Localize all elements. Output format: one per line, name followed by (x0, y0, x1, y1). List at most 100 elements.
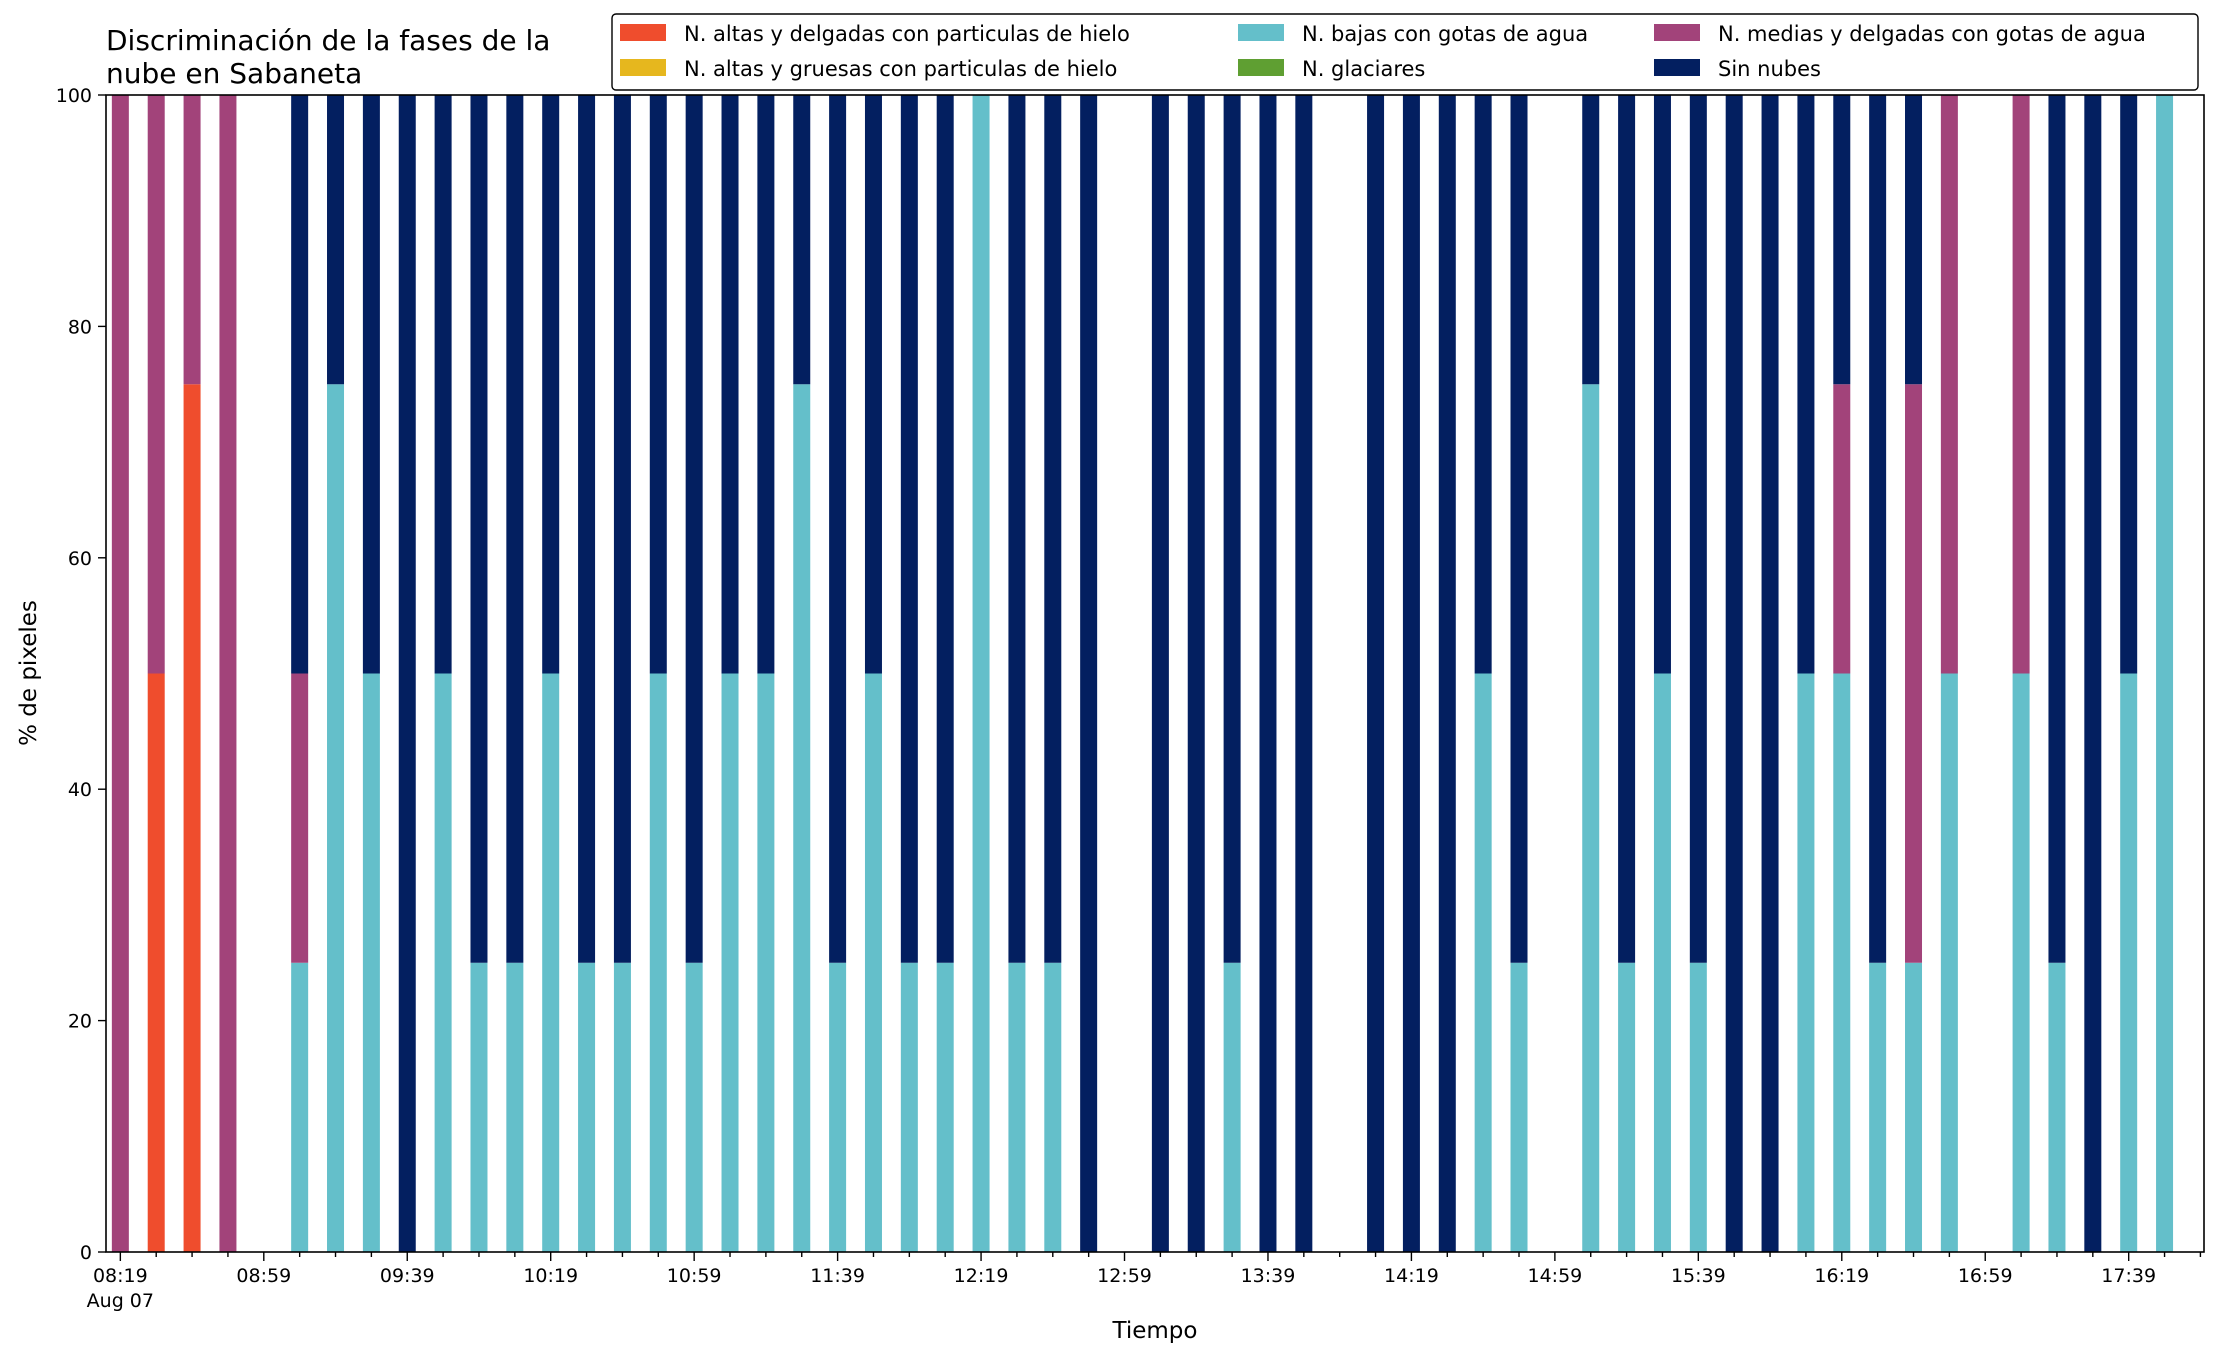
legend-label: N. altas y gruesas con particulas de hie… (684, 57, 1117, 81)
bar-segment (147, 95, 165, 674)
x-tick-label: 11:39 (810, 1265, 865, 1287)
y-axis-label: % de pixeles (16, 600, 42, 746)
bar-segment (183, 95, 201, 385)
x-tick-label: 15:39 (1671, 1265, 1726, 1287)
bar-segment (721, 95, 739, 674)
bar-segment (506, 962, 524, 1252)
bar-segment (1223, 962, 1241, 1252)
bar-segment (613, 962, 631, 1252)
x-tick-label: 08:59 (236, 1265, 291, 1287)
chart-title-line-2: nube en Sabaneta (106, 57, 362, 90)
bar-segment (864, 95, 882, 674)
bar-segment (327, 95, 345, 385)
bar-segment (362, 95, 380, 674)
bar-segment (1582, 384, 1600, 1252)
x-tick-label: 16:19 (1814, 1265, 1869, 1287)
legend-swatch (620, 24, 666, 41)
bar-segment (2156, 95, 2174, 1252)
x-tick-label: 12:59 (1097, 1265, 1152, 1287)
legend-swatch (1238, 24, 1284, 41)
bar-segment (2084, 95, 2102, 1252)
bar-segment (1905, 962, 1923, 1252)
bar-segment (1008, 962, 1026, 1252)
bar-segment (1797, 95, 1815, 674)
bar-segment (147, 673, 165, 1252)
y-tick-label: 80 (68, 316, 92, 338)
bar-segment (613, 95, 631, 963)
bar-segment (434, 673, 452, 1252)
bar-segment (1080, 95, 1098, 1252)
bar-segment (1689, 95, 1707, 963)
bar-segment (1618, 962, 1636, 1252)
bar-segment (1653, 673, 1671, 1252)
bar-segment (900, 962, 918, 1252)
bar-segment (2120, 673, 2138, 1252)
legend-frame (611, 13, 2199, 91)
bar-segment (434, 95, 452, 674)
bar-segment (1618, 95, 1636, 963)
bar-segment (1438, 95, 1456, 1252)
bars-layer (111, 95, 2174, 1252)
legend-label: N. glaciares (1302, 57, 1425, 81)
chart-title-line-1: Discriminación de la fases de la (106, 24, 550, 57)
bar-segment (2120, 95, 2138, 674)
bar-segment (1582, 95, 1600, 385)
bar-segment (1259, 95, 1277, 1252)
legend-label: N. bajas con gotas de agua (1302, 22, 1588, 46)
bar-segment (1044, 962, 1062, 1252)
x-tick-label: 12:19 (954, 1265, 1009, 1287)
bar-segment (1044, 95, 1062, 963)
bar-segment (578, 95, 596, 963)
x-tick-label: 14:59 (1527, 1265, 1582, 1287)
bar-segment (1833, 384, 1851, 674)
x-axis: 08:19 08:59 09:39 10:19 10:59 11:39 12:19 12:59… (87, 1252, 2202, 1312)
y-tick-label: 0 (80, 1242, 92, 1264)
bar-segment (757, 673, 775, 1252)
bar-segment (721, 673, 739, 1252)
bar-segment (1008, 95, 1026, 963)
bar-segment (2048, 962, 2066, 1252)
legend-label: N. altas y delgadas con particulas de hi… (684, 22, 1130, 46)
bar-segment (1761, 95, 1779, 1252)
bar-segment (649, 95, 667, 674)
bar-segment (2012, 95, 2030, 674)
bar-segment (1940, 95, 1958, 674)
bar-segment (757, 95, 775, 674)
legend-swatch (1654, 24, 1700, 41)
x-axis-label: Tiempo (1112, 1318, 1198, 1344)
bar-segment (1905, 384, 1923, 963)
x-tick-label: 13:39 (1241, 1265, 1296, 1287)
bar-segment (1474, 95, 1492, 674)
bar-segment (1689, 962, 1707, 1252)
x-tick-label: 14:19 (1384, 1265, 1439, 1287)
bar-segment (1223, 95, 1241, 963)
bar-segment (111, 95, 129, 1252)
bar-segment (829, 95, 847, 963)
legend-swatch (620, 59, 666, 76)
legend-swatch (1654, 59, 1700, 76)
bar-segment (362, 673, 380, 1252)
y-tick-label: 20 (68, 1011, 92, 1033)
bar-segment (793, 95, 811, 385)
bar-segment (2048, 95, 2066, 963)
bar-segment (291, 962, 309, 1252)
y-tick-label: 100 (56, 85, 92, 107)
plot-frame (105, 94, 2205, 1253)
x-tick-label: 10:59 (667, 1265, 722, 1287)
bar-segment (1474, 673, 1492, 1252)
bar-segment (327, 384, 345, 1252)
bar-segment (1295, 95, 1313, 1252)
x-tick-label: 16:59 (1958, 1265, 2013, 1287)
x-tick-label: 17:39 (2101, 1265, 2156, 1287)
bar-segment (936, 962, 954, 1252)
bar-segment (1151, 95, 1169, 1252)
legend-swatch (1238, 59, 1284, 76)
bar-segment (685, 95, 703, 963)
bar-segment (972, 95, 990, 1252)
bar-segment (685, 962, 703, 1252)
bar-segment (291, 95, 309, 674)
bar-segment (1510, 962, 1528, 1252)
bar-segment (398, 95, 416, 1252)
bar-segment (470, 95, 488, 963)
